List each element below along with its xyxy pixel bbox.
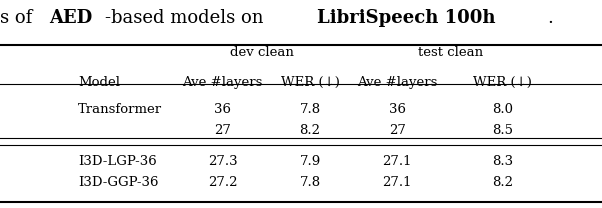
Text: .: . <box>547 9 553 27</box>
Text: 8.0: 8.0 <box>492 103 513 116</box>
Text: 27.3: 27.3 <box>208 155 238 168</box>
Text: Model: Model <box>78 76 120 89</box>
Text: 7.8: 7.8 <box>299 103 321 116</box>
Text: 27: 27 <box>389 124 406 137</box>
Text: dev clean: dev clean <box>230 46 294 59</box>
Text: 36: 36 <box>214 103 231 116</box>
Text: s of: s of <box>0 9 38 27</box>
Text: 27: 27 <box>214 124 231 137</box>
Text: AED: AED <box>49 9 92 27</box>
Text: 8.2: 8.2 <box>300 124 320 137</box>
Text: 8.2: 8.2 <box>492 176 513 189</box>
Text: Ave #layers: Ave #layers <box>357 76 438 89</box>
Text: WER (↓): WER (↓) <box>473 76 532 89</box>
Text: 8.5: 8.5 <box>492 124 513 137</box>
Text: I3D-GGP-36: I3D-GGP-36 <box>78 176 159 189</box>
Text: Transformer: Transformer <box>78 103 163 116</box>
Text: I3D-LGP-36: I3D-LGP-36 <box>78 155 157 168</box>
Text: 36: 36 <box>389 103 406 116</box>
Text: 7.9: 7.9 <box>299 155 321 168</box>
Text: -based models on: -based models on <box>105 9 269 27</box>
Text: Ave #layers: Ave #layers <box>182 76 263 89</box>
Text: 8.3: 8.3 <box>492 155 514 168</box>
Text: 27.2: 27.2 <box>208 176 238 189</box>
Text: 7.8: 7.8 <box>299 176 321 189</box>
Text: LibriSpeech 100h: LibriSpeech 100h <box>317 9 495 27</box>
Text: WER (↓): WER (↓) <box>281 76 340 89</box>
Text: test clean: test clean <box>418 46 483 59</box>
Text: 27.1: 27.1 <box>382 176 412 189</box>
Text: 27.1: 27.1 <box>382 155 412 168</box>
